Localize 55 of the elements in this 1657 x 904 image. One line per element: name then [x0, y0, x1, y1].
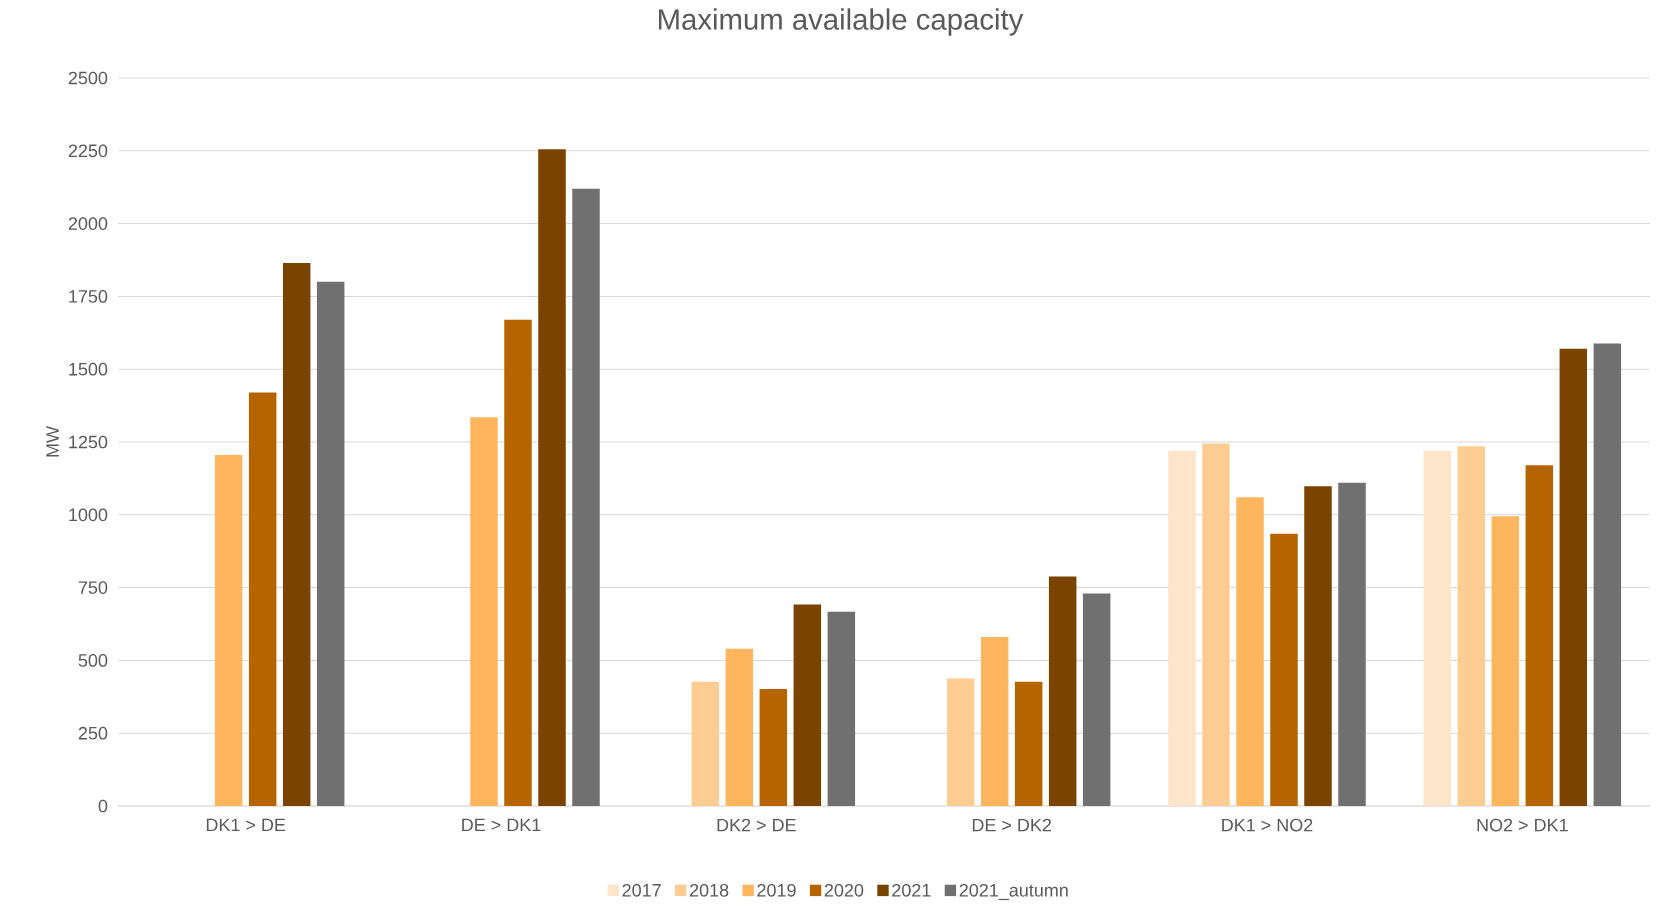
bar: [282, 262, 311, 806]
bar: [1423, 450, 1452, 806]
x-tick-label: DE > DK2: [972, 818, 1052, 832]
y-tick-label: 1500: [69, 362, 108, 376]
bar: [1304, 486, 1332, 806]
bar: [316, 281, 345, 806]
legend-label: 2020: [824, 883, 864, 897]
legend-label: 2021_autumn: [959, 883, 1068, 901]
x-tick-label: NO2 > DK1: [1477, 818, 1568, 832]
bar: [827, 611, 856, 806]
bar: [1202, 443, 1230, 806]
bar: [538, 149, 566, 806]
bar: [504, 319, 532, 806]
bar: [980, 637, 1009, 806]
bar: [1014, 681, 1043, 806]
x-tick-label: DE > DK1: [462, 818, 541, 832]
bar: [572, 188, 600, 806]
x-tick-label: DK1 > DE: [206, 818, 286, 832]
bar: [1559, 348, 1588, 806]
bar: [248, 392, 277, 806]
y-tick-label: 2250: [68, 144, 108, 158]
bar: [1168, 450, 1196, 806]
bar: [793, 604, 822, 806]
bar: [759, 688, 788, 806]
y-tick-label: 0: [98, 799, 108, 813]
y-tick-label: 250: [78, 726, 108, 740]
y-tick-label: 2500: [68, 71, 108, 85]
bar: [691, 681, 720, 806]
bar: [725, 648, 754, 806]
y-tick-label: 500: [78, 654, 108, 667]
y-tick-label: 1000: [69, 508, 108, 522]
legend-label: 2018: [689, 883, 729, 897]
y-tick-label: 1250: [69, 435, 108, 449]
bar: [1525, 465, 1554, 806]
bar: [1082, 593, 1111, 806]
x-tick-label: DK2 > DE: [717, 818, 796, 832]
legend-label: 2021: [892, 883, 931, 897]
bar: [470, 417, 498, 806]
y-tick-label: 750: [78, 581, 108, 594]
y-axis-title: MW: [46, 426, 59, 457]
bar: [1048, 576, 1077, 806]
y-tick-label: 1750: [69, 290, 108, 303]
legend-label: 2019: [757, 883, 796, 897]
bar: [1491, 516, 1520, 806]
legend-label: 2017: [622, 883, 661, 897]
bar: [1593, 343, 1622, 806]
bar: [946, 678, 975, 806]
y-tick-label: 2000: [68, 217, 108, 230]
x-tick-label: DK1 > NO2: [1222, 818, 1313, 832]
bar: [214, 455, 243, 806]
bar: [1457, 446, 1486, 806]
chart-title: Maximum available capacity: [659, 8, 1024, 36]
bar: [1338, 482, 1366, 806]
bar: [1270, 533, 1298, 806]
bar: [1236, 497, 1264, 806]
